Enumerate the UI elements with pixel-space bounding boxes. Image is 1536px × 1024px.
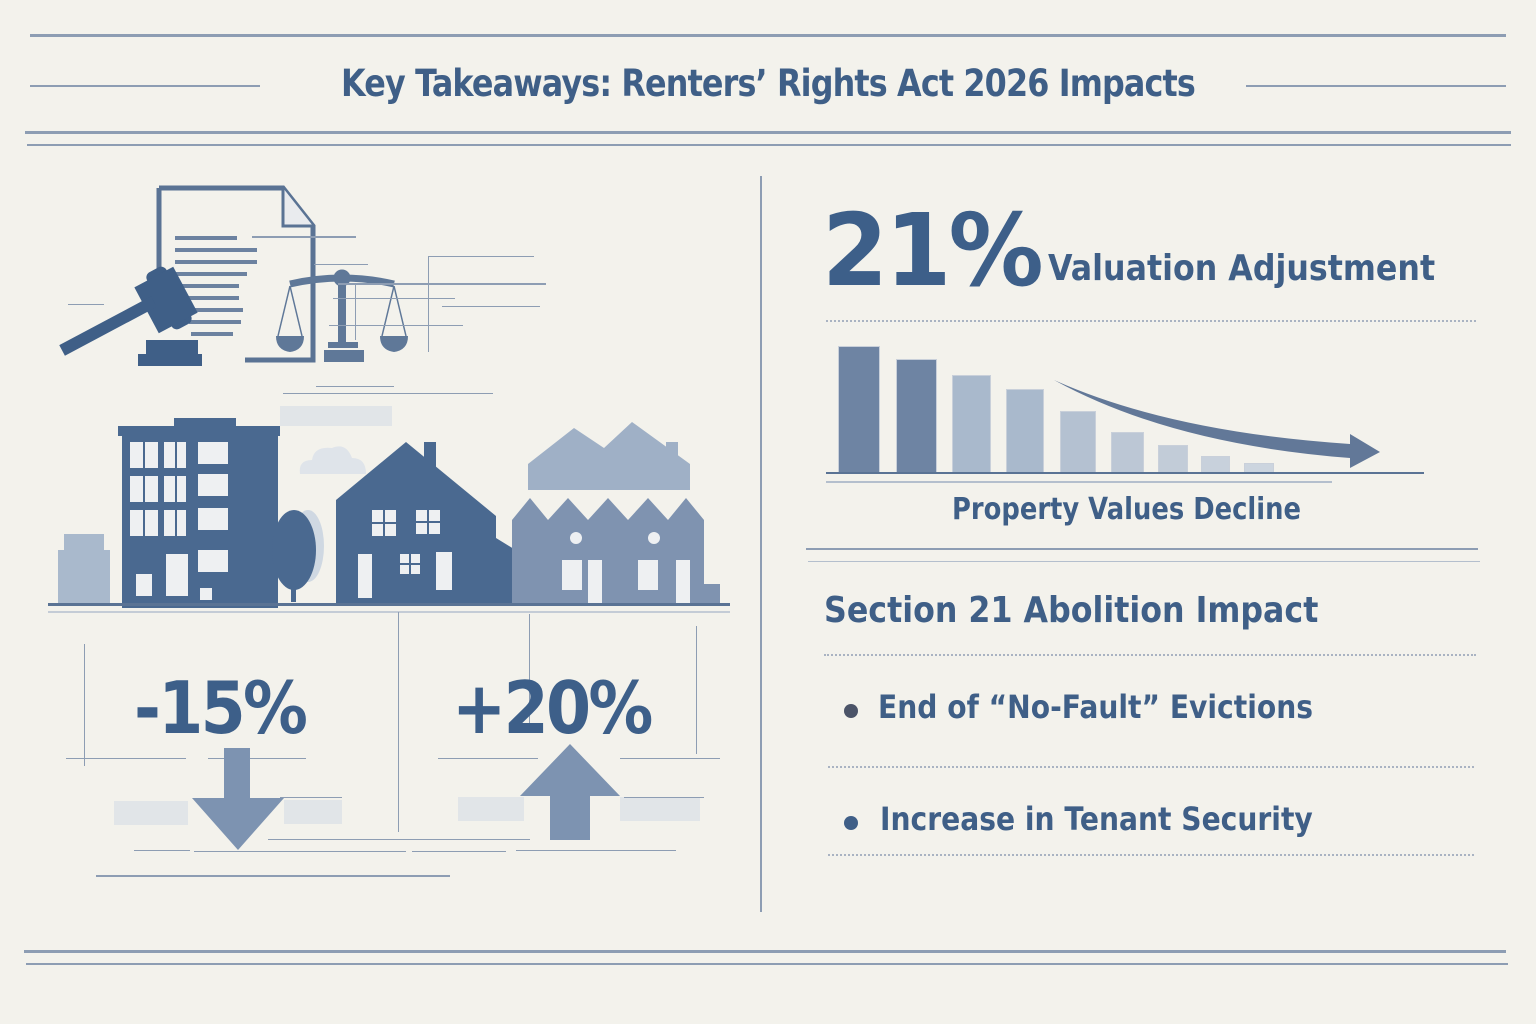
document-icon: [156, 185, 316, 363]
bullet-icon: [844, 704, 858, 718]
deco-line: [442, 306, 540, 307]
header-rule-1: [25, 131, 1511, 134]
deco-line: [68, 304, 104, 305]
stat-up-value: +20%: [452, 666, 653, 750]
trend-arrow-icon: [1054, 380, 1380, 468]
footer-rule-1: [24, 950, 1506, 953]
deco-line: [194, 851, 406, 852]
dotted-divider: [826, 320, 1476, 322]
deco-line: [134, 850, 190, 851]
deco-vline: [696, 626, 697, 754]
deco-vline: [529, 614, 530, 732]
deco-line: [516, 850, 676, 851]
up-arrow-icon: [520, 744, 620, 840]
apartment-building-icon: [58, 418, 280, 608]
deco-line: [338, 283, 546, 285]
bullet-text: End of “No-Fault” Evictions: [878, 688, 1314, 726]
deco-line: [268, 839, 530, 840]
deco-line: [208, 758, 306, 759]
placeholder-block: [280, 406, 392, 426]
section-rule-1: [806, 548, 1478, 550]
cloud-icon: [299, 446, 366, 474]
center-divider: [760, 176, 762, 912]
chart-bar: [1006, 389, 1044, 473]
header-rule-2: [27, 144, 1511, 146]
deco-line: [438, 758, 538, 759]
placeholder-block: [458, 797, 524, 821]
deco-line: [314, 264, 368, 265]
bullet-icon: [844, 816, 858, 830]
deco-line: [412, 851, 506, 852]
deco-line: [283, 393, 493, 394]
valuation-label: Valuation Adjustment: [1048, 248, 1436, 289]
scales-of-justice-icon: [276, 269, 408, 362]
chart-baseline-2: [826, 481, 1332, 483]
title-rule-right: [1246, 85, 1506, 87]
chart-baseline: [826, 472, 1424, 474]
ground-line-2: [48, 611, 730, 613]
bullet-text: Increase in Tenant Security: [880, 800, 1313, 838]
down-arrow-icon: [192, 748, 284, 850]
deco-line: [333, 298, 455, 299]
deco-line: [280, 797, 342, 798]
chart-bar: [1158, 445, 1188, 473]
gavel-icon: [59, 266, 202, 366]
valuation-value: 21%: [822, 192, 1044, 309]
ground-line: [48, 603, 730, 606]
page-title: Key Takeaways: Renters’ Rights Act 2026 …: [341, 62, 1196, 105]
chart-bar: [896, 359, 937, 473]
placeholder-block: [114, 801, 188, 825]
placeholder-block: [620, 797, 700, 821]
deco-vline: [84, 644, 85, 766]
deco-line: [316, 386, 394, 387]
chart-bar: [952, 375, 991, 473]
dotted-divider: [828, 854, 1474, 856]
house-icon: [336, 442, 532, 606]
section-rule-2: [808, 561, 1480, 562]
chart-bar: [1060, 411, 1096, 473]
top-rule: [30, 34, 1506, 37]
property-values-chart: [838, 345, 1274, 473]
deco-vline: [355, 284, 356, 340]
chart-bar: [838, 346, 880, 473]
stats-divider: [398, 612, 399, 832]
deco-line: [329, 325, 463, 326]
dotted-divider: [824, 654, 1476, 656]
chart-caption: Property Values Decline: [952, 492, 1301, 527]
placeholder-block: [284, 800, 342, 824]
deco-line: [252, 236, 356, 238]
deco-line: [624, 797, 704, 798]
dotted-divider: [828, 766, 1474, 768]
title-rule-left: [30, 85, 260, 87]
stat-down-value: -15%: [134, 666, 308, 750]
deco-line: [66, 758, 186, 759]
deco-line: [428, 256, 534, 257]
deco-vline: [428, 256, 429, 352]
footer-rule-2: [26, 963, 1508, 965]
tree-icon: [272, 510, 324, 602]
deco-line: [620, 758, 720, 759]
deco-line: [96, 875, 450, 877]
terraced-houses-icon: [512, 422, 720, 604]
section-title: Section 21 Abolition Impact: [824, 590, 1319, 631]
